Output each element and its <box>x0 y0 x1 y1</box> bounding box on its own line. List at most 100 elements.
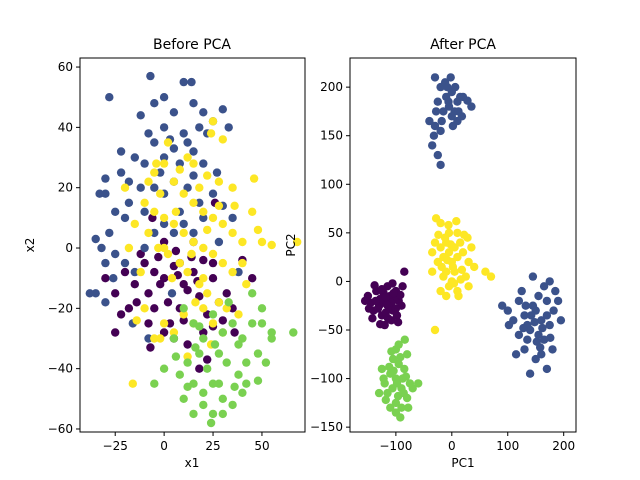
scatter-point-cluster-1 <box>140 243 149 253</box>
scatter-point-cluster-3 <box>224 298 233 307</box>
scatter-point-cluster-1 <box>183 183 192 192</box>
scatter-point-cluster-2 <box>446 240 455 249</box>
scatter-point-cluster-2 <box>457 265 467 274</box>
scatter-point-cluster-0 <box>146 343 155 352</box>
scatter-point-cluster-1 <box>437 116 446 126</box>
scatter-point-cluster-2 <box>169 328 179 337</box>
x-tick-label: 25 <box>205 439 220 453</box>
scatter-point-cluster-3 <box>199 334 208 343</box>
scatter-point-cluster-0 <box>150 304 159 313</box>
scatter-point-cluster-3 <box>399 388 408 398</box>
scatter-point-cluster-2 <box>486 272 496 281</box>
scatter-point-cluster-3 <box>397 403 406 412</box>
scatter-point-cluster-1 <box>189 147 198 156</box>
scatter-point-cluster-2 <box>203 225 212 235</box>
scatter-point-cluster-1 <box>97 243 106 253</box>
scatter-point-cluster-1 <box>169 144 179 153</box>
scatter-point-cluster-0 <box>130 280 139 289</box>
scatter-point-cluster-3 <box>261 358 271 367</box>
scatter-point-cluster-0 <box>156 280 165 289</box>
scatter-point-cluster-2 <box>242 280 251 289</box>
scatter-point-cluster-1 <box>140 159 149 168</box>
y-tick-label: −60 <box>48 422 73 436</box>
scatter-point-cluster-1 <box>156 168 165 177</box>
scatter-point-cluster-2 <box>195 280 204 289</box>
scatter-point-cluster-1 <box>425 116 434 126</box>
scatter-point-cluster-0 <box>171 246 181 256</box>
scatter-point-cluster-3 <box>208 379 218 388</box>
scatter-point-cluster-1 <box>105 228 114 238</box>
scatter-point-cluster-1 <box>95 189 104 198</box>
scatter-point-cluster-2 <box>228 183 237 192</box>
scatter-point-cluster-0 <box>230 328 239 337</box>
scatter-point-cluster-1 <box>431 107 441 116</box>
scatter-point-cluster-0 <box>380 320 389 330</box>
scatter-point-cluster-2 <box>159 319 169 328</box>
scatter-point-cluster-1 <box>463 96 472 105</box>
scatter-point-cluster-1 <box>116 147 126 156</box>
scatter-point-cluster-1 <box>457 112 467 121</box>
scatter-point-cluster-1 <box>433 97 442 106</box>
scatter-point-cluster-1 <box>208 189 218 198</box>
scatter-point-cluster-2 <box>208 213 218 223</box>
x-tick-label: −25 <box>103 439 128 453</box>
scatter-point-cluster-3 <box>199 388 208 397</box>
scatter-point-cluster-2 <box>440 233 450 242</box>
scatter-point-cluster-1 <box>91 289 100 298</box>
scatter-point-cluster-1 <box>179 77 188 87</box>
scatter-point-cluster-3 <box>242 379 251 388</box>
scatter-point-cluster-1 <box>183 138 192 147</box>
scatter-point-cluster-1 <box>525 369 535 378</box>
scatter-point-cluster-1 <box>187 77 196 87</box>
scatter-point-cluster-1 <box>444 97 453 106</box>
scatter-point-cluster-2 <box>136 267 145 277</box>
scatter-point-cluster-2 <box>458 248 468 257</box>
scatter-point-cluster-2 <box>464 257 473 267</box>
scatter-point-cluster-1 <box>199 108 208 117</box>
scatter-point-cluster-2 <box>203 289 212 298</box>
scatter-point-cluster-2 <box>436 286 445 296</box>
scatter-point-cluster-1 <box>446 73 455 82</box>
scatter-point-cluster-2 <box>248 207 257 216</box>
scatter-point-cluster-2 <box>430 325 440 335</box>
scatter-point-cluster-3 <box>267 328 276 337</box>
scatter-point-cluster-1 <box>189 171 198 180</box>
y-tick-label: −100 <box>310 372 343 386</box>
scatter-point-cluster-3 <box>228 319 237 328</box>
scatter-point-cluster-3 <box>222 358 231 367</box>
scatter-point-cluster-1 <box>551 286 560 296</box>
scatter-point-cluster-3 <box>267 334 276 343</box>
scatter-point-cluster-1 <box>218 105 227 114</box>
scatter-point-cluster-0 <box>199 255 208 265</box>
scatter-point-cluster-1 <box>439 107 448 116</box>
scatter-point-cluster-2 <box>120 183 130 192</box>
scatter-point-cluster-2 <box>171 207 181 216</box>
x-tick-label: 50 <box>254 439 269 453</box>
scatter-point-cluster-0 <box>159 274 169 283</box>
scatter-point-cluster-2 <box>150 334 159 343</box>
scatter-point-cluster-2 <box>228 228 237 238</box>
scatter-point-cluster-3 <box>257 319 267 328</box>
scatter-point-cluster-1 <box>530 318 539 327</box>
scatter-point-cluster-2 <box>463 233 472 242</box>
scatter-point-cluster-2 <box>152 159 161 168</box>
scatter-point-cluster-2 <box>454 291 463 301</box>
scatter-point-cluster-3 <box>195 322 204 331</box>
scatter-point-cluster-0 <box>208 258 218 268</box>
scatter-point-cluster-1 <box>447 112 456 121</box>
scatter-point-cluster-2 <box>159 213 169 223</box>
scatter-point-cluster-2 <box>448 262 458 272</box>
y-tick-label: −50 <box>318 323 343 337</box>
scatter-point-cluster-0 <box>124 304 134 313</box>
y-tick-label: 150 <box>320 129 343 143</box>
scatter-point-cluster-0 <box>159 237 169 247</box>
scatter-point-cluster-1 <box>91 234 100 244</box>
scatter-point-cluster-3 <box>396 353 405 362</box>
scatter-point-cluster-3 <box>374 388 384 398</box>
scatter-point-cluster-1 <box>130 153 139 162</box>
scatter-point-cluster-2 <box>456 238 465 247</box>
scatter-point-cluster-2 <box>444 248 454 257</box>
scatter-point-cluster-2 <box>156 334 165 343</box>
y-tick-label: 100 <box>320 177 343 191</box>
